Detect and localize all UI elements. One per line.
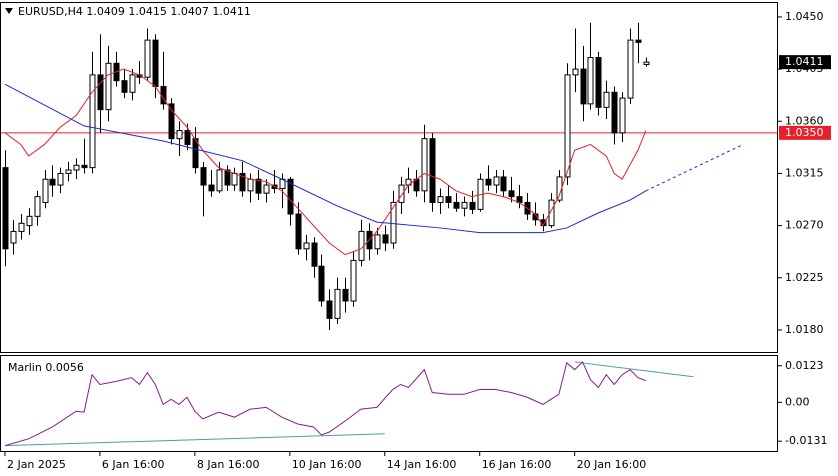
indicator-line bbox=[4, 361, 647, 447]
candle-body bbox=[303, 242, 310, 250]
candle-body bbox=[57, 172, 64, 186]
candle-body bbox=[350, 259, 357, 302]
candle-body bbox=[152, 39, 159, 87]
candle-body bbox=[89, 74, 96, 169]
candle-body bbox=[287, 178, 294, 215]
candle-body bbox=[437, 196, 444, 203]
y-tick-label: -0.0131 bbox=[785, 434, 827, 447]
x-tick-label: 14 Jan 16:00 bbox=[387, 458, 457, 471]
indicator-panel bbox=[0, 355, 778, 452]
y-tick-label: 1.0315 bbox=[785, 166, 824, 179]
y-tick-label: 1.0270 bbox=[785, 219, 824, 232]
price-label-box bbox=[779, 55, 831, 70]
candle-body bbox=[263, 184, 270, 194]
candle-body bbox=[603, 91, 610, 108]
candle-body bbox=[445, 196, 452, 203]
candle-body bbox=[231, 172, 238, 186]
candle-body bbox=[429, 138, 436, 203]
candle-body bbox=[34, 196, 41, 217]
candle-body bbox=[635, 39, 642, 43]
y-tick-label: 0.00 bbox=[785, 395, 810, 408]
candle-body bbox=[311, 242, 318, 267]
candle-body bbox=[421, 138, 428, 192]
candle-body bbox=[580, 68, 587, 105]
candle-body bbox=[49, 178, 56, 186]
candle-body bbox=[97, 74, 104, 111]
candle-body bbox=[485, 178, 492, 186]
y-tick-label: 1.0180 bbox=[785, 323, 824, 336]
candle-body bbox=[374, 234, 381, 250]
candle-body bbox=[18, 222, 25, 232]
candle-body bbox=[73, 164, 80, 171]
candle-body bbox=[469, 201, 476, 210]
trend-line bbox=[574, 361, 694, 378]
candle-body bbox=[611, 91, 618, 134]
x-tick-label: 20 Jan 16:00 bbox=[577, 458, 647, 471]
candle-body bbox=[619, 97, 626, 134]
trend-line bbox=[4, 433, 385, 447]
candle-body bbox=[10, 230, 17, 244]
candle-body bbox=[295, 213, 302, 250]
candle-body bbox=[493, 176, 500, 186]
candle-body bbox=[398, 184, 405, 203]
candle-body bbox=[500, 176, 507, 192]
candle-body bbox=[318, 265, 325, 302]
candle-body bbox=[548, 199, 555, 227]
candle-body bbox=[390, 201, 397, 244]
candle-body bbox=[184, 130, 191, 145]
candle-body bbox=[508, 190, 515, 198]
candle-body bbox=[564, 74, 571, 178]
moving-average bbox=[4, 68, 647, 256]
indicator-title: Marlin 0.0056 bbox=[8, 361, 84, 374]
candle-body bbox=[200, 167, 207, 186]
candle-body bbox=[26, 215, 33, 227]
candle-body bbox=[239, 172, 246, 192]
candle-body bbox=[587, 56, 594, 105]
candle-body bbox=[121, 80, 128, 93]
candle-body bbox=[192, 138, 199, 169]
candle-body bbox=[342, 288, 349, 302]
candle-body bbox=[326, 300, 333, 319]
y-tick-label: 0.0123 bbox=[785, 359, 824, 372]
candle-body bbox=[129, 74, 136, 93]
y-tick-label: 1.0225 bbox=[785, 271, 824, 284]
x-tick-label: 2 Jan 2025 bbox=[7, 458, 66, 471]
candle-body bbox=[595, 56, 602, 108]
price-label: 1.0411 bbox=[785, 55, 824, 68]
x-tick-label: 8 Jan 16:00 bbox=[197, 458, 260, 471]
candle-body bbox=[81, 164, 88, 169]
candle-body bbox=[453, 201, 460, 209]
candle-body bbox=[176, 130, 183, 140]
moving-average bbox=[4, 83, 647, 234]
candle-body bbox=[627, 39, 634, 99]
candle-body bbox=[105, 62, 112, 111]
candle-body bbox=[255, 178, 262, 194]
main-panel bbox=[0, 2, 778, 353]
y-tick-label: 1.0450 bbox=[785, 10, 824, 23]
candle-body bbox=[42, 178, 49, 203]
candle-body bbox=[144, 39, 151, 78]
x-tick-label: 16 Jan 16:00 bbox=[482, 458, 552, 471]
x-tick-label: 10 Jan 16:00 bbox=[292, 458, 362, 471]
candle-body bbox=[216, 169, 223, 192]
level-label: 1.0350 bbox=[785, 126, 824, 139]
candle-body bbox=[247, 178, 254, 192]
candle-body bbox=[65, 169, 72, 174]
menu-arrow bbox=[5, 8, 13, 14]
candle-body bbox=[643, 61, 650, 65]
x-tick-label: 6 Jan 16:00 bbox=[102, 458, 165, 471]
level-label-box bbox=[779, 125, 831, 140]
y-tick-label: 1.0360 bbox=[785, 114, 824, 127]
candle-body bbox=[208, 184, 215, 192]
chart-title: EURUSD,H4 1.0409 1.0415 1.0407 1.0411 bbox=[18, 5, 251, 18]
candle-body bbox=[168, 103, 175, 140]
candle-body bbox=[382, 234, 389, 244]
candle-body bbox=[572, 68, 579, 76]
candle-body bbox=[334, 288, 341, 319]
candle-body bbox=[2, 167, 9, 250]
candle-body bbox=[224, 169, 231, 186]
candle-body bbox=[461, 201, 468, 209]
